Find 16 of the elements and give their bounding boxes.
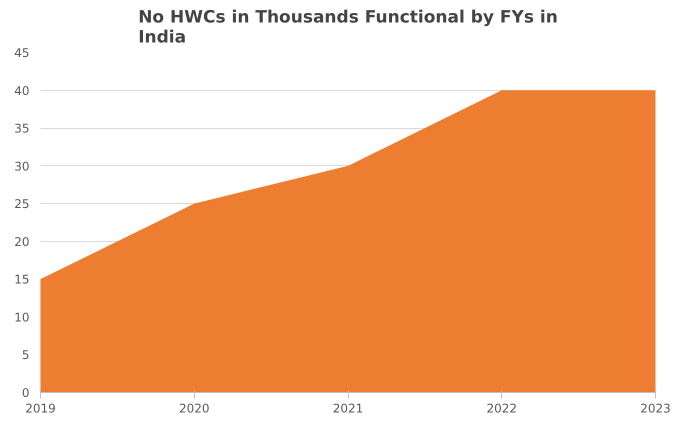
x-tick-label: 2020 xyxy=(178,402,210,416)
y-tick-label: 40 xyxy=(14,84,30,98)
x-tick-label: 2021 xyxy=(332,402,364,416)
x-tick-label: 2022 xyxy=(486,402,518,416)
y-tick-label: 30 xyxy=(14,159,30,174)
y-tick-label: 20 xyxy=(14,234,30,249)
chart-title: No HWCs in Thousands Functional by FYs in India xyxy=(138,8,558,48)
y-tick-label: 35 xyxy=(14,122,30,136)
x-tick-label: 2023 xyxy=(640,402,671,416)
y-tick-label: 0 xyxy=(22,386,30,400)
y-tick-label: 5 xyxy=(22,348,30,362)
y-tick-label: 15 xyxy=(14,272,30,287)
y-tick-label: 10 xyxy=(14,310,30,324)
y-tick-label: 25 xyxy=(14,197,30,212)
y-tick-label: 45 xyxy=(14,46,30,60)
x-tick-label: 2019 xyxy=(25,402,56,416)
